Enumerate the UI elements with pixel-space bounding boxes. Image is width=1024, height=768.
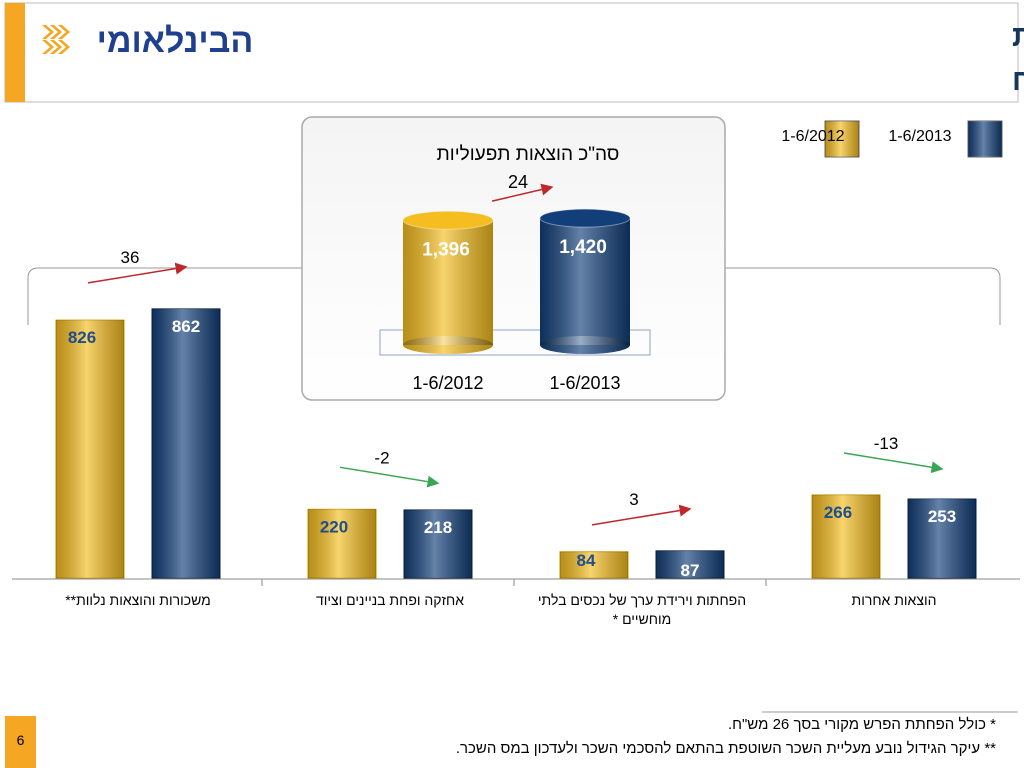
- bar-shine: [403, 220, 493, 345]
- value-label: 1,420: [559, 237, 607, 258]
- value-label: 253: [928, 507, 956, 526]
- x-tick-label: הוצאות אחרות: [851, 592, 937, 608]
- value-label: 862: [172, 317, 200, 336]
- inset-title: סה"כ הוצאות תפעוליות: [437, 144, 620, 165]
- cylinder-top: [402, 210, 494, 230]
- footnote: ** עיקר הגידול נובע מעליית השכר השוטפת ב…: [455, 740, 996, 757]
- legend-swatch: [967, 120, 1003, 158]
- change-arrow: [339, 466, 440, 488]
- change-arrow: [591, 504, 692, 526]
- x-tick-label: אחזקה ופחת בניינים וציוד: [315, 592, 465, 608]
- brace: [27, 267, 302, 325]
- title: הוצאות תפעוליות ואחרות: [1012, 20, 1024, 53]
- bar-shine: [540, 218, 630, 345]
- x-tick-label: 1-6/2013: [549, 373, 620, 393]
- change-label: 36: [121, 248, 140, 267]
- bar: [55, 319, 125, 579]
- title: במיליוני ש"ח: [1012, 64, 1024, 97]
- cylinder-top: [539, 208, 631, 228]
- page-number: 6: [16, 732, 25, 748]
- change-label: 13-: [874, 434, 899, 453]
- logo-bar: [5, 3, 25, 102]
- x-tick-label: הפחתות וירידת ערך של נכסים בלתי מוחשיים …: [537, 592, 747, 627]
- value-label: 84: [577, 551, 596, 570]
- inset-floor: [379, 329, 651, 356]
- change-arrow: [491, 183, 554, 202]
- change-label: 24: [508, 172, 528, 192]
- value-label: 220: [320, 517, 348, 536]
- x-tick-label: 1-6/2012: [412, 373, 483, 393]
- value-label: 1,396: [422, 239, 470, 260]
- legend-label: 1-6/2012: [781, 128, 844, 145]
- change-label: 3: [629, 490, 638, 509]
- value-label: 266: [824, 503, 852, 522]
- bar: [151, 308, 221, 579]
- brace: [725, 267, 1001, 325]
- x-tick-label: משכורות והוצאות נלוות**: [65, 592, 211, 608]
- cylinder-bottom-shine: [403, 336, 493, 354]
- cylinder-bottom-shine: [540, 336, 630, 354]
- value-label: 218: [424, 518, 452, 537]
- logo: הבינלאומי: [97, 22, 254, 60]
- change-label: 2-: [374, 448, 389, 467]
- logo-icon: [42, 25, 70, 54]
- value-label: 826: [68, 328, 96, 347]
- legend-label: 1-6/2013: [888, 128, 951, 145]
- change-arrow: [843, 452, 944, 474]
- page-number-box: [5, 716, 36, 768]
- value-label: 87: [681, 561, 700, 580]
- footnote: * כולל הפחתת הפרש מקורי בסך 26 מש"ח.: [727, 716, 996, 733]
- change-arrow: [87, 262, 188, 284]
